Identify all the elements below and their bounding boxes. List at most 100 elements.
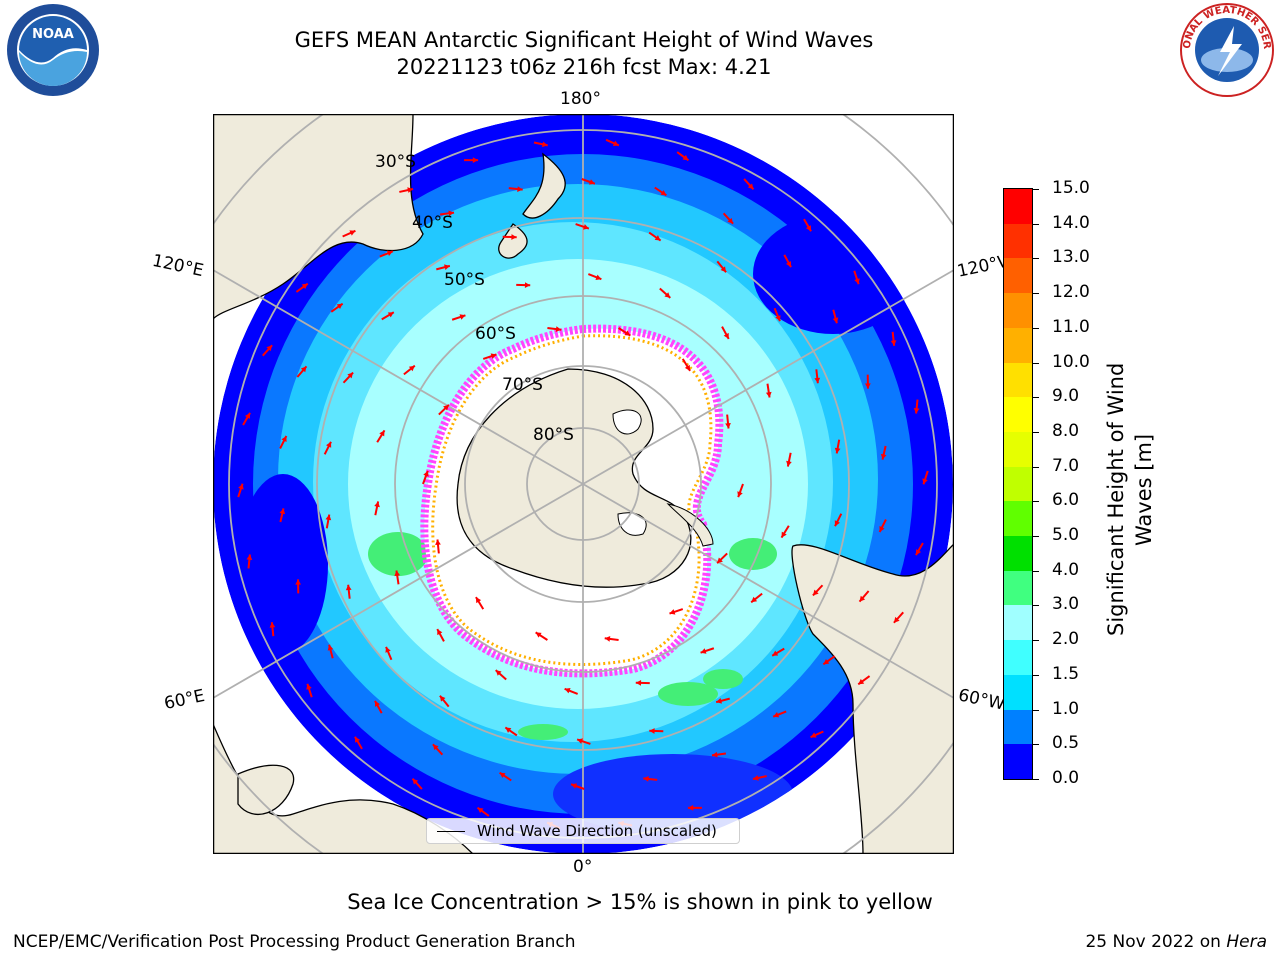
wave-direction-arrowhead — [879, 526, 885, 533]
wave-direction-arrowhead — [345, 584, 352, 591]
wave-direction-arrowhead — [407, 187, 414, 193]
wave-direction-arrowhead — [571, 783, 578, 789]
colorbar-segment — [1004, 604, 1032, 641]
colorbar-tick-mark — [1033, 223, 1039, 225]
wave-direction-arrowhead — [635, 679, 642, 686]
wave-direction-arrowhead — [823, 658, 830, 665]
wave-direction-arrowhead — [490, 353, 497, 359]
wave-direction-arrowhead — [432, 744, 439, 751]
wave-direction-arrowhead — [858, 678, 865, 685]
colorbar-tick-mark — [1033, 674, 1039, 676]
lat-label-30s: 30°S — [375, 152, 416, 172]
colorbar-tick-mark — [1033, 397, 1039, 399]
wave-direction-arrowhead — [374, 501, 380, 508]
colorbar-tick-label: 1.0 — [1052, 698, 1080, 719]
wave-direction-arrowhead — [786, 460, 792, 467]
footer-date-text: 25 Nov 2022 on — [1085, 932, 1227, 952]
wave-direction-arrowhead — [295, 579, 302, 585]
graticule — [213, 114, 954, 854]
high-wave-patch — [703, 669, 743, 689]
map-border — [213, 114, 954, 854]
colorbar-tick-mark — [1033, 362, 1039, 364]
colorbar-tick-mark — [1033, 640, 1039, 642]
wave-direction-arrowhead — [751, 596, 758, 603]
wave-direction-arrowhead — [725, 422, 731, 429]
colorbar-tick-label: 12.0 — [1052, 282, 1090, 303]
wave-direction-arrowhead — [564, 688, 571, 694]
wave-direction-arrowhead — [577, 738, 584, 744]
colorbar-tick-label: 4.0 — [1052, 559, 1080, 580]
wave-direction-arrowhead — [269, 622, 276, 628]
wave-direction-arrowhead — [279, 508, 286, 515]
colorbar-label-line1: Significant Height of Wind — [1104, 362, 1128, 636]
wave-direction-arrowhead — [723, 332, 729, 339]
wave-direction-arrowhead — [374, 700, 381, 707]
colorbar-segment — [1004, 466, 1032, 502]
colorbar-tick-mark — [1033, 605, 1039, 607]
wave-direction-arrowhead — [854, 278, 860, 285]
colorbar-tick-mark — [1033, 536, 1039, 538]
wave-direction-arrowhead — [832, 317, 839, 324]
wave-direction-arrowhead — [448, 210, 455, 217]
wave-direction-arrowhead — [495, 670, 502, 676]
wave-direction-arrowhead — [336, 303, 343, 310]
colorbar-segment — [1004, 570, 1032, 606]
colorbar-tick-label: 1.5 — [1052, 663, 1080, 684]
wave-direction-arrowhead — [511, 234, 517, 240]
wave-direction-arrowhead — [700, 648, 707, 654]
wave-direction-arrowhead — [499, 772, 506, 778]
wave-direction-arrowhead — [246, 554, 253, 561]
wave-direction-arrowhead — [443, 404, 449, 411]
colorbar-tick-label: 14.0 — [1052, 212, 1090, 233]
wave-direction-arrowhead — [301, 283, 308, 290]
wave-direction-arrowhead — [354, 736, 361, 743]
lat-label-40s: 40°S — [412, 213, 453, 233]
wind-wave-arrows — [237, 138, 929, 830]
wave-direction-arrowhead — [412, 778, 419, 785]
colorbar-tick-label: 15.0 — [1052, 178, 1090, 198]
colorbar-segment — [1004, 257, 1032, 294]
colorbar-tick-mark — [1033, 431, 1039, 433]
wave-direction-arrowhead — [238, 483, 244, 490]
new-zealand-landmass — [522, 152, 566, 219]
colorbar-tick-mark — [1033, 501, 1039, 503]
wave-direction-arrowhead — [387, 312, 394, 318]
colorbar-segment — [1004, 188, 1032, 224]
wave-direction-arrowhead — [477, 807, 484, 814]
lat-label-70s: 70°S — [502, 375, 543, 395]
nws-logo: NATIONAL WEATHER SERVICE — [1176, 2, 1274, 97]
wave-direction-arrowhead — [716, 698, 722, 704]
colorbar-tick-label: 13.0 — [1052, 247, 1090, 268]
lat-label-50s: 50°S — [444, 270, 485, 290]
wave-direction-arrowhead — [664, 292, 671, 298]
colorbar-tick-mark — [1033, 258, 1039, 260]
wave-direction-arrowhead — [281, 435, 287, 442]
noaa-logo: NOAA — [7, 4, 99, 96]
wave-direction-arrowhead — [300, 366, 307, 373]
colorbar-tick-label: 0.0 — [1052, 768, 1080, 788]
noaa-logo-text: NOAA — [32, 27, 74, 42]
wave-direction-arrowhead — [772, 650, 779, 656]
colorbar-label-line2: Waves [m] — [1132, 433, 1156, 546]
wave-direction-arrowhead — [541, 141, 548, 148]
colorbar-tick-label: 0.5 — [1052, 733, 1080, 754]
high-wave-patch — [729, 538, 777, 570]
wave-direction-arrowhead — [604, 636, 611, 642]
wave-direction-arrowhead — [747, 183, 754, 190]
wave-direction-arrowhead — [859, 595, 866, 602]
colorbar-tick-mark — [1033, 466, 1039, 468]
wave-direction-arrowhead — [649, 728, 655, 734]
wave-direction-arrowhead — [727, 217, 734, 224]
wave-direction-arrowhead — [349, 230, 356, 236]
colorbar-segment — [1004, 396, 1032, 432]
colorbar-tick-mark — [1033, 293, 1039, 295]
wave-direction-arrowhead — [505, 727, 512, 733]
colorbar-segment — [1004, 674, 1032, 710]
wave-direction-arrowhead — [864, 383, 871, 389]
wave-direction-arrowhead — [266, 345, 273, 352]
colorbar-segment — [1004, 500, 1032, 537]
legend-label: Wind Wave Direction (unscaled) — [477, 822, 717, 840]
wave-direction-arrowhead — [682, 154, 689, 161]
wave-direction-arrowhead — [408, 365, 415, 372]
wave-direction-arrowhead — [595, 274, 602, 280]
